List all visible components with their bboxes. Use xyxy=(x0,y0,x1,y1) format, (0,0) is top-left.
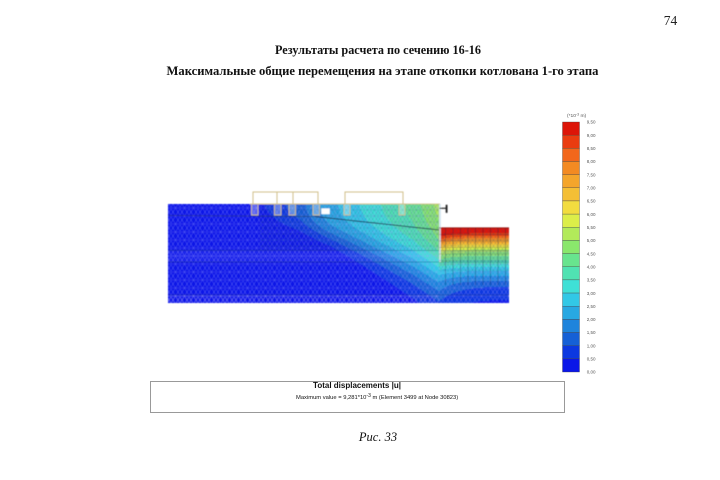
svg-text:2,50: 2,50 xyxy=(587,304,596,309)
svg-text:6,50: 6,50 xyxy=(587,199,596,204)
svg-text:3,50: 3,50 xyxy=(587,278,596,283)
svg-text:9,50: 9,50 xyxy=(587,120,596,125)
svg-text:8,00: 8,00 xyxy=(587,159,596,164)
svg-text:0,50: 0,50 xyxy=(587,357,596,362)
svg-text:0,00: 0,00 xyxy=(587,370,596,375)
svg-text:(*10-3 m): (*10-3 m) xyxy=(567,113,587,120)
svg-text:7,50: 7,50 xyxy=(587,172,596,177)
svg-text:1,00: 1,00 xyxy=(587,343,596,348)
svg-text:4,00: 4,00 xyxy=(587,264,596,269)
svg-text:8,50: 8,50 xyxy=(587,146,596,151)
svg-text:2,00: 2,00 xyxy=(587,317,596,322)
svg-text:6,00: 6,00 xyxy=(587,212,596,217)
svg-text:4,50: 4,50 xyxy=(587,251,596,256)
svg-text:1,50: 1,50 xyxy=(587,330,596,335)
svg-text:5,50: 5,50 xyxy=(587,225,596,230)
svg-text:7,00: 7,00 xyxy=(587,185,596,190)
svg-text:5,00: 5,00 xyxy=(587,238,596,243)
svg-text:9,00: 9,00 xyxy=(587,133,596,138)
svg-text:3,00: 3,00 xyxy=(587,291,596,296)
